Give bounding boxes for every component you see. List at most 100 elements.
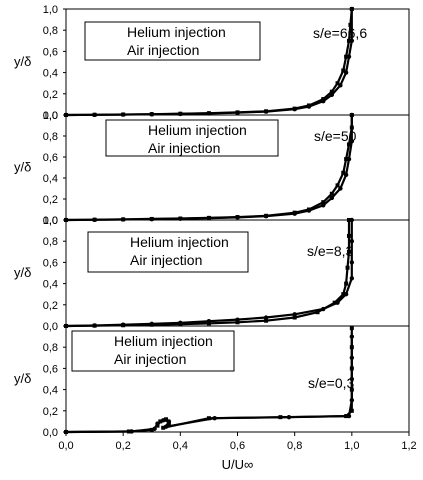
- data-point-square: [329, 191, 334, 196]
- y-tick-label: 0,8: [43, 25, 58, 37]
- data-point-circle: [343, 70, 349, 75]
- y-tick-label: 0,8: [43, 131, 58, 143]
- legend-entry-air: Air injection: [130, 252, 202, 268]
- data-point-square: [349, 408, 354, 413]
- data-point-circle: [349, 217, 355, 223]
- data-point-circle: [286, 414, 292, 420]
- data-point-circle: [212, 416, 217, 421]
- x-tick-label: 0,6: [230, 440, 245, 452]
- data-point-square: [344, 281, 349, 286]
- data-point-circle: [292, 106, 297, 112]
- data-point-circle: [235, 215, 240, 220]
- data-point-circle: [329, 92, 335, 98]
- data-point-circle: [349, 139, 355, 144]
- y-axis-label: y/δ: [14, 265, 31, 280]
- data-point-circle: [338, 83, 343, 88]
- data-point-circle: [63, 429, 69, 435]
- y-tick-label: 0,0: [43, 110, 58, 122]
- y-tick-label: 1,0: [43, 110, 58, 122]
- data-point-circle: [321, 99, 326, 104]
- legend-box: [71, 330, 235, 372]
- data-point-circle: [149, 321, 154, 327]
- y-axis-label: y/δ: [14, 371, 31, 386]
- data-point-square: [341, 292, 346, 297]
- x-tick-label: 0,2: [116, 440, 131, 452]
- x-tick-label: 0,4: [173, 440, 188, 452]
- data-point-circle: [292, 211, 297, 216]
- data-point-square: [344, 157, 349, 162]
- data-point-circle: [329, 195, 335, 201]
- data-point-square: [348, 22, 353, 27]
- data-point-circle: [306, 208, 312, 213]
- data-point-square: [349, 326, 354, 331]
- y-tick-label: 0,8: [43, 342, 58, 354]
- data-point-square: [264, 318, 269, 323]
- data-point-square: [315, 310, 320, 315]
- y-axis-label: y/δ: [14, 160, 31, 175]
- y-tick-label: 0,2: [43, 300, 58, 312]
- y-tick-label: 0,6: [43, 257, 58, 269]
- data-point-circle: [263, 315, 269, 320]
- y-tick-label: 0,6: [43, 363, 58, 375]
- data-point-circle: [206, 319, 212, 324]
- y-tick-label: 0,0: [43, 427, 58, 439]
- data-point-square: [164, 417, 169, 422]
- data-point-square: [346, 38, 351, 43]
- data-point-circle: [149, 216, 154, 222]
- data-point-circle: [292, 312, 297, 317]
- x-tick-label: 0,0: [58, 440, 73, 452]
- legend-entry-air: Air injection: [127, 42, 199, 58]
- y-tick-label: 0,0: [43, 215, 58, 227]
- y-tick-label: 0,2: [43, 406, 58, 418]
- data-point-square: [332, 300, 337, 305]
- data-point-square: [341, 68, 346, 73]
- legend-entry-helium: Helium injection: [130, 234, 229, 250]
- data-point-square: [161, 425, 166, 430]
- y-tick-label: 0,4: [43, 279, 58, 291]
- data-point-square: [346, 142, 351, 147]
- y-tick-label: 0,2: [43, 89, 58, 101]
- y-tick-label: 0,8: [43, 236, 58, 248]
- data-point-circle: [235, 110, 240, 115]
- data-point-circle: [349, 276, 355, 281]
- data-point-circle: [206, 215, 212, 221]
- data-point-circle: [263, 109, 269, 114]
- data-point-square: [335, 81, 340, 86]
- data-point-circle: [349, 38, 355, 43]
- data-point-circle: [349, 112, 355, 118]
- x-tick-label: 0,8: [287, 440, 302, 452]
- series-line-Air injection: [65, 220, 353, 328]
- y-tick-label: 0,6: [43, 46, 58, 58]
- legend-box: [105, 119, 279, 157]
- data-point-circle: [349, 6, 355, 12]
- legend-entry-air: Air injection: [114, 351, 186, 367]
- x-axis-label: U/U∞: [222, 457, 254, 472]
- data-point-square: [346, 218, 351, 222]
- data-point-circle: [263, 214, 269, 219]
- data-point-circle: [321, 203, 326, 208]
- data-point-square: [321, 200, 326, 205]
- y-tick-label: 0,2: [43, 194, 58, 206]
- legend-entry-helium: Helium injection: [148, 122, 247, 138]
- annotation-se: s/e=8,3: [307, 243, 354, 259]
- data-point-circle: [338, 186, 343, 191]
- data-point-circle: [346, 413, 352, 419]
- y-tick-label: 0,4: [43, 173, 58, 185]
- data-point-circle: [92, 323, 97, 328]
- data-point-circle: [349, 260, 355, 265]
- data-point-circle: [343, 172, 349, 178]
- data-point-circle: [349, 355, 355, 360]
- data-point-circle: [160, 418, 166, 423]
- data-point-circle: [155, 421, 160, 426]
- data-point-circle: [235, 317, 240, 322]
- annotation-se: s/e=0,3: [308, 375, 355, 391]
- legend-entry-air: Air injection: [148, 140, 220, 156]
- data-point-circle: [306, 104, 312, 109]
- data-point-square: [345, 265, 350, 270]
- data-point-circle: [343, 292, 349, 297]
- y-tick-label: 0,0: [43, 321, 58, 333]
- annotation-se: s/e=66,6: [313, 25, 367, 41]
- data-point-square: [346, 249, 351, 254]
- data-point-circle: [346, 54, 352, 59]
